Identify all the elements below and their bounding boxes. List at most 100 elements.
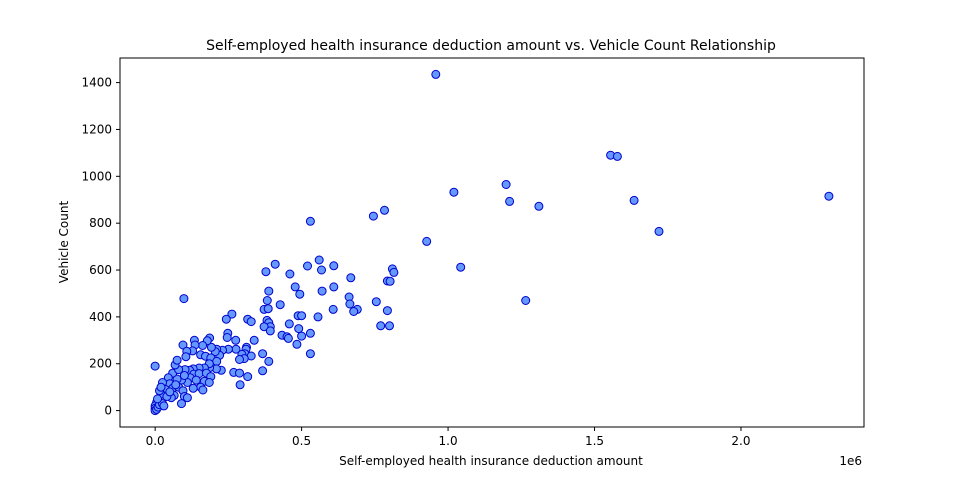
data-point (629, 195, 639, 205)
data-point (231, 335, 241, 345)
data-point (179, 371, 189, 380)
x-tick-label: 1.0 (439, 434, 458, 448)
data-point (422, 236, 432, 246)
y-axis-label: Vehicle Count (57, 201, 71, 284)
y-tick-label: 1000 (81, 169, 112, 183)
y-axis-ticks: 0 200 400 600 800 1000 1200 1400 (81, 76, 120, 418)
data-point (259, 322, 269, 332)
data-point (501, 180, 511, 189)
data-point (212, 356, 222, 366)
data-point (235, 355, 244, 364)
data-point (153, 394, 162, 404)
data-point (204, 378, 214, 387)
data-point (283, 333, 293, 343)
data-point (258, 349, 268, 359)
data-point (165, 387, 175, 397)
data-point (243, 372, 253, 382)
y-tick-label: 0 (104, 404, 112, 418)
data-point (328, 304, 338, 314)
data-point (285, 269, 295, 279)
data-point (371, 297, 381, 307)
x-axis-offset-label: 1e6 (839, 454, 862, 468)
x-tick-label: 2.0 (731, 434, 750, 448)
data-point (249, 335, 259, 345)
data-point (172, 355, 182, 365)
data-point (521, 296, 531, 305)
data-point (376, 321, 386, 331)
points-layer (150, 69, 834, 416)
data-point (284, 319, 294, 329)
data-point (305, 216, 315, 226)
data-point (385, 276, 395, 286)
data-point (431, 69, 441, 79)
data-point (824, 191, 834, 201)
data-point (368, 211, 378, 221)
y-tick-label: 600 (89, 263, 112, 277)
data-point (235, 380, 245, 390)
data-point (198, 385, 208, 395)
data-point (206, 342, 216, 352)
data-point (305, 349, 315, 359)
data-point (380, 205, 389, 215)
data-point (329, 282, 339, 292)
data-point (227, 309, 237, 319)
data-point (456, 262, 466, 272)
data-point (346, 273, 356, 283)
y-tick-label: 1200 (81, 122, 112, 136)
data-point (198, 341, 208, 350)
data-point (534, 201, 544, 211)
data-point (449, 187, 459, 197)
chart-title: Self-employed health insurance deduction… (206, 38, 776, 54)
x-axis-label: Self-employed health insurance deduction… (339, 454, 643, 468)
data-point (349, 307, 359, 316)
data-point (177, 399, 186, 409)
data-point (191, 375, 201, 385)
data-point (317, 286, 327, 296)
data-point (382, 306, 392, 316)
data-point (221, 314, 231, 324)
data-point (181, 352, 191, 362)
data-point (235, 368, 244, 378)
y-tick-label: 200 (89, 357, 112, 371)
x-tick-label: 1.5 (585, 434, 604, 448)
data-point (270, 259, 280, 269)
data-point (654, 226, 664, 236)
data-point (290, 282, 300, 292)
data-point (222, 333, 232, 342)
data-point (150, 361, 160, 371)
x-tick-label: 0.0 (146, 434, 165, 448)
y-tick-label: 1400 (81, 76, 112, 90)
data-point (389, 267, 399, 277)
data-point (179, 294, 189, 304)
data-point (265, 326, 275, 336)
data-point (612, 151, 622, 161)
data-point (295, 289, 305, 299)
data-point (188, 383, 198, 393)
data-point (275, 300, 285, 310)
data-point (182, 393, 192, 403)
data-point (314, 255, 324, 265)
data-point (297, 331, 307, 341)
data-point (505, 196, 515, 206)
data-point (262, 296, 272, 305)
data-point (385, 321, 394, 331)
data-point (263, 304, 273, 314)
data-point (317, 265, 326, 275)
y-tick-label: 800 (89, 216, 112, 230)
data-point (303, 261, 312, 271)
y-tick-label: 400 (89, 310, 112, 324)
data-point (261, 267, 271, 277)
data-point (294, 324, 304, 334)
data-point (264, 356, 274, 366)
data-point (305, 328, 315, 338)
data-point (156, 382, 166, 392)
plot-area-frame (119, 57, 865, 428)
data-point (292, 339, 302, 349)
data-point (345, 299, 355, 309)
data-point (313, 312, 323, 322)
data-point (159, 401, 169, 411)
data-point (246, 317, 256, 327)
data-point (264, 286, 274, 296)
